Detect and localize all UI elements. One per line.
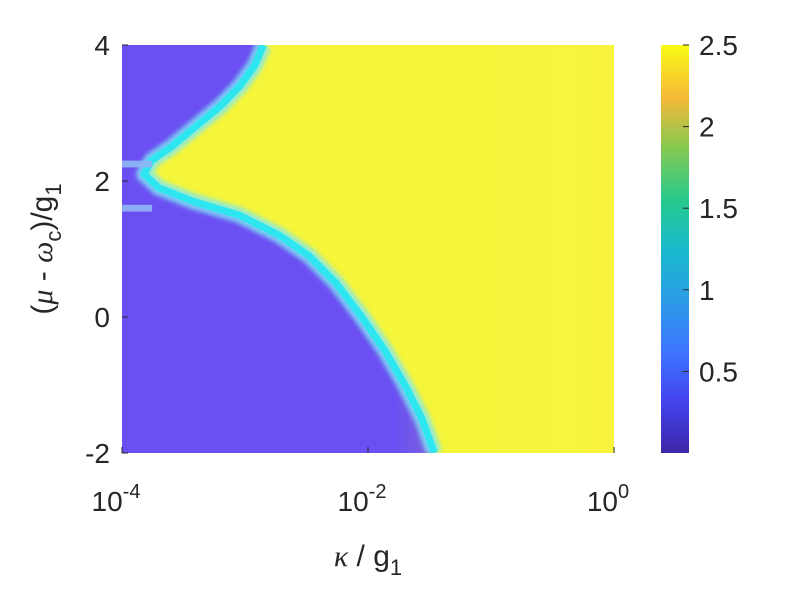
colorbar-tick-label: 0.5 <box>699 356 738 387</box>
band-stripe <box>122 204 153 212</box>
colorbar-tick-label: 1.5 <box>699 193 738 224</box>
band-stripes <box>122 160 153 212</box>
y-axis: -2 0 2 4 <box>85 30 128 469</box>
x-axis-label: κ / g1 <box>334 540 402 580</box>
x-tick-label: 10-2 <box>338 481 387 517</box>
high-value-fade <box>392 45 614 453</box>
transition-boundary <box>140 45 438 453</box>
x-axis: 10-4 10-2 100 <box>92 447 629 517</box>
colorbar-tick-label: 2 <box>699 112 715 143</box>
colorbar-tick-label: 1 <box>699 275 715 306</box>
y-axis-label: (μ - ωc)/g1 <box>26 183 66 314</box>
y-tick-label: -2 <box>85 438 110 469</box>
x-tick-label: 100 <box>587 481 629 517</box>
colorbar <box>661 45 689 453</box>
x-tick-label: 10-4 <box>92 481 141 517</box>
band-stripe <box>122 160 153 168</box>
colorbar-tick-label: 2.5 <box>699 30 738 61</box>
colorbar-ticks: 0.5 1 1.5 2 2.5 <box>683 30 738 387</box>
y-tick-label: 2 <box>94 166 110 197</box>
y-tick-label: 4 <box>94 30 110 61</box>
heatmap-plot-area <box>122 45 614 453</box>
y-tick-label: 0 <box>94 302 110 333</box>
